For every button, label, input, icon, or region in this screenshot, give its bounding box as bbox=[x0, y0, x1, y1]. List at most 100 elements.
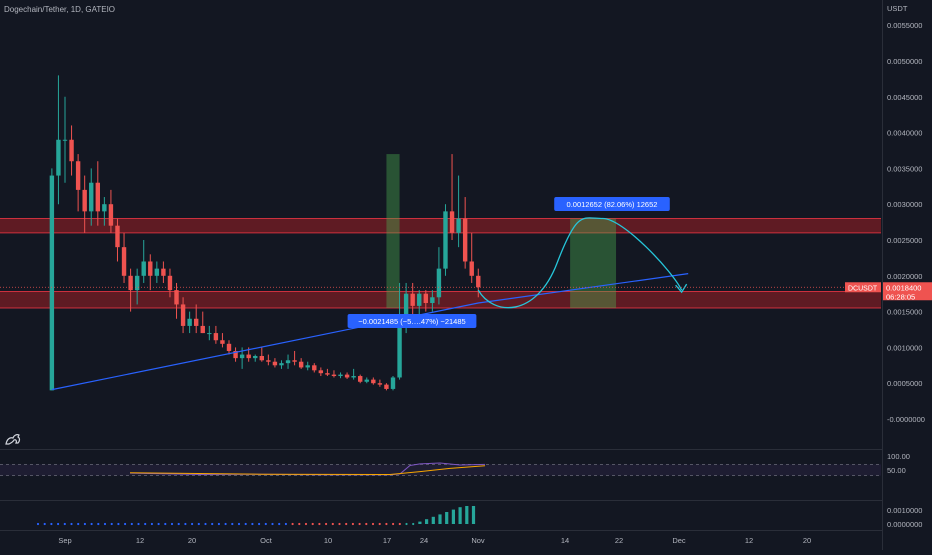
drawings-layer: −0.0021485 (−5….47%) −21485 0.0012652 (82… bbox=[51, 197, 689, 391]
price-tick-label: 0.0035000 bbox=[887, 164, 922, 173]
candle[interactable] bbox=[200, 325, 205, 334]
candle[interactable] bbox=[312, 365, 317, 371]
candle[interactable] bbox=[226, 343, 232, 351]
candle[interactable] bbox=[462, 218, 468, 262]
candle[interactable] bbox=[364, 379, 369, 382]
histogram-dot bbox=[124, 522, 127, 526]
candle[interactable] bbox=[351, 376, 356, 378]
histogram-dot bbox=[157, 522, 160, 526]
measure-box[interactable] bbox=[386, 154, 400, 309]
rsi-ma-line[interactable] bbox=[129, 465, 486, 475]
price-tick-label: 0.0030000 bbox=[887, 200, 922, 209]
candle[interactable] bbox=[436, 268, 442, 298]
histogram-bar bbox=[465, 506, 469, 524]
candle[interactable] bbox=[397, 315, 402, 378]
candle[interactable] bbox=[82, 189, 87, 212]
candle[interactable] bbox=[318, 370, 324, 374]
candle[interactable] bbox=[115, 225, 120, 248]
candle[interactable] bbox=[371, 379, 376, 384]
candle[interactable] bbox=[449, 211, 455, 233]
candle[interactable] bbox=[285, 360, 291, 364]
candle[interactable] bbox=[148, 261, 153, 276]
candle[interactable] bbox=[75, 161, 81, 190]
chart-title[interactable]: Dogechain/Tether, 1D, GATEIO bbox=[4, 5, 116, 14]
symbol-tag[interactable]: DCUSDT bbox=[848, 285, 878, 292]
candle[interactable] bbox=[167, 275, 173, 291]
candle[interactable] bbox=[253, 355, 258, 359]
candle[interactable] bbox=[95, 182, 100, 212]
candle[interactable] bbox=[213, 333, 219, 341]
price-tick-label: 0.0025000 bbox=[887, 236, 922, 245]
candle[interactable] bbox=[102, 204, 107, 212]
candle[interactable] bbox=[476, 275, 481, 288]
candle[interactable] bbox=[384, 384, 389, 389]
candle[interactable] bbox=[305, 365, 310, 368]
candle[interactable] bbox=[194, 318, 199, 326]
candle[interactable] bbox=[207, 333, 212, 335]
candle[interactable] bbox=[430, 297, 435, 304]
candle[interactable] bbox=[187, 318, 192, 326]
measure-down-label-bg bbox=[347, 314, 477, 328]
candle[interactable] bbox=[266, 360, 271, 362]
histogram-dot bbox=[191, 522, 194, 526]
candle[interactable] bbox=[259, 355, 264, 361]
candle[interactable] bbox=[161, 268, 166, 276]
axis-layer: USDT 0.0055000 0.0050000 0.0045000 0.0040000… bbox=[0, 4, 932, 545]
candle[interactable] bbox=[89, 182, 94, 212]
histogram-dot bbox=[244, 522, 247, 526]
projection-curve[interactable] bbox=[477, 217, 683, 309]
candle[interactable] bbox=[239, 354, 245, 359]
candle[interactable] bbox=[69, 139, 74, 162]
candle[interactable] bbox=[325, 373, 330, 375]
candle[interactable] bbox=[233, 350, 238, 359]
resistance-zone[interactable] bbox=[0, 218, 881, 233]
candle[interactable] bbox=[292, 360, 297, 362]
candle[interactable] bbox=[180, 304, 186, 326]
candle[interactable] bbox=[56, 139, 61, 176]
candle[interactable] bbox=[62, 139, 68, 141]
histogram-dot bbox=[144, 522, 147, 526]
candle[interactable] bbox=[279, 363, 284, 366]
candle[interactable] bbox=[417, 293, 422, 306]
time-tick-label: 12 bbox=[745, 536, 753, 545]
trendline[interactable] bbox=[51, 273, 689, 391]
measure-up-label[interactable]: 0.0012652 (82.06%) 12652 bbox=[567, 200, 658, 209]
candle[interactable] bbox=[469, 261, 474, 276]
candle[interactable] bbox=[108, 204, 114, 226]
candle[interactable] bbox=[220, 340, 225, 344]
time-tick-label: Dec bbox=[672, 536, 686, 545]
histogram-bar bbox=[445, 512, 449, 524]
histogram-dot bbox=[110, 522, 113, 526]
candle[interactable] bbox=[134, 275, 140, 291]
time-tick-label: 22 bbox=[615, 536, 623, 545]
tradingview-logo-icon[interactable] bbox=[4, 430, 22, 446]
candle[interactable] bbox=[456, 218, 461, 233]
candle[interactable] bbox=[344, 374, 350, 378]
candle[interactable] bbox=[141, 261, 146, 276]
candle[interactable] bbox=[128, 275, 133, 291]
candle[interactable] bbox=[154, 268, 160, 276]
candle[interactable] bbox=[403, 293, 409, 316]
candle[interactable] bbox=[410, 293, 415, 306]
candle[interactable] bbox=[246, 354, 251, 359]
candle[interactable] bbox=[358, 376, 363, 382]
candle[interactable] bbox=[331, 374, 337, 377]
measure-down-label[interactable]: −0.0021485 (−5….47%) −21485 bbox=[358, 317, 465, 326]
candle[interactable] bbox=[377, 383, 383, 385]
support-zone[interactable] bbox=[0, 291, 881, 309]
candle[interactable] bbox=[338, 374, 343, 377]
candle[interactable] bbox=[174, 290, 179, 305]
candle[interactable] bbox=[49, 175, 55, 391]
histogram-dot bbox=[398, 522, 401, 526]
measure-box[interactable] bbox=[570, 218, 617, 309]
price-tick-label: 0.0020000 bbox=[887, 272, 922, 281]
candle[interactable] bbox=[298, 361, 304, 368]
candle[interactable] bbox=[390, 377, 396, 389]
histogram-dot bbox=[251, 522, 254, 526]
candle[interactable] bbox=[423, 293, 428, 304]
candle[interactable] bbox=[272, 361, 278, 366]
candle[interactable] bbox=[121, 247, 127, 276]
candle[interactable] bbox=[443, 211, 448, 269]
